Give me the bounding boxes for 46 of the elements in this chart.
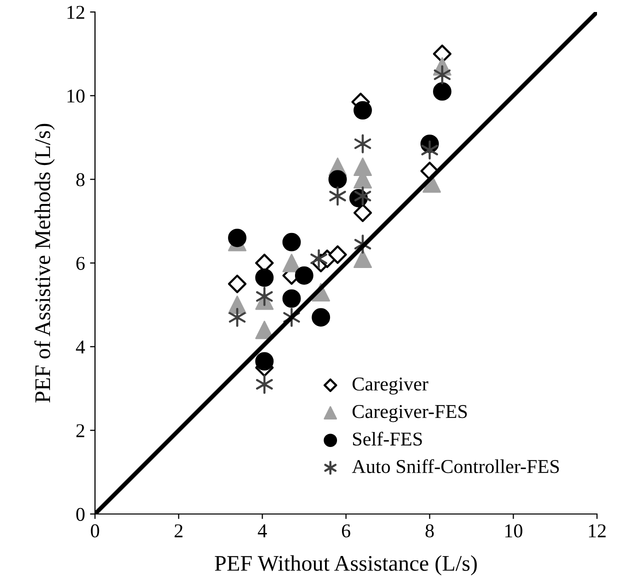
x-tick-label: 0	[90, 524, 100, 538]
legend-label: Caregiver	[352, 378, 428, 395]
point	[228, 308, 246, 327]
y-tick-label: 2	[76, 424, 84, 438]
point	[256, 374, 273, 394]
x-tick-label: 4	[258, 524, 267, 538]
point	[432, 44, 452, 64]
point	[294, 266, 314, 285]
point	[255, 268, 274, 287]
point	[354, 250, 372, 268]
legend-label: Self-FES	[353, 432, 422, 446]
point	[354, 101, 372, 120]
y-tick-label: 8	[76, 173, 85, 186]
point	[434, 65, 451, 84]
point	[282, 289, 301, 308]
x-tick-label: 2	[174, 524, 182, 538]
point	[353, 204, 372, 222]
x-axis-title: PEF Without Assistance (L/s)	[214, 555, 477, 576]
y-tick-label: 4	[76, 340, 85, 354]
point	[328, 170, 347, 189]
x-tick-label: 12	[588, 524, 606, 538]
point	[255, 320, 274, 340]
point	[282, 254, 301, 272]
point	[228, 274, 246, 294]
x-tick-label: 10	[505, 524, 522, 538]
point	[433, 82, 452, 101]
x-tick-label: 6	[342, 524, 350, 538]
point	[354, 186, 372, 206]
point	[312, 308, 330, 327]
legend-label: Caregiver-FES	[352, 405, 467, 422]
point	[310, 249, 328, 268]
point	[328, 245, 347, 264]
point	[282, 232, 301, 252]
y-tick-label: 10	[68, 89, 85, 103]
point	[329, 186, 346, 206]
legend-label: Auto Sniff-Controller-FES	[352, 459, 559, 474]
y-axis-title: PEF of Assistive Methods (L/s)	[34, 124, 55, 402]
point	[354, 134, 372, 154]
point	[256, 286, 273, 306]
point	[255, 352, 274, 371]
point	[421, 140, 438, 160]
y-tick-label: 12	[68, 6, 84, 19]
y-tick-label: 6	[76, 256, 85, 270]
x-tick-label: 8	[426, 524, 434, 538]
point	[228, 228, 246, 248]
y-tick-label: 0	[76, 508, 85, 521]
